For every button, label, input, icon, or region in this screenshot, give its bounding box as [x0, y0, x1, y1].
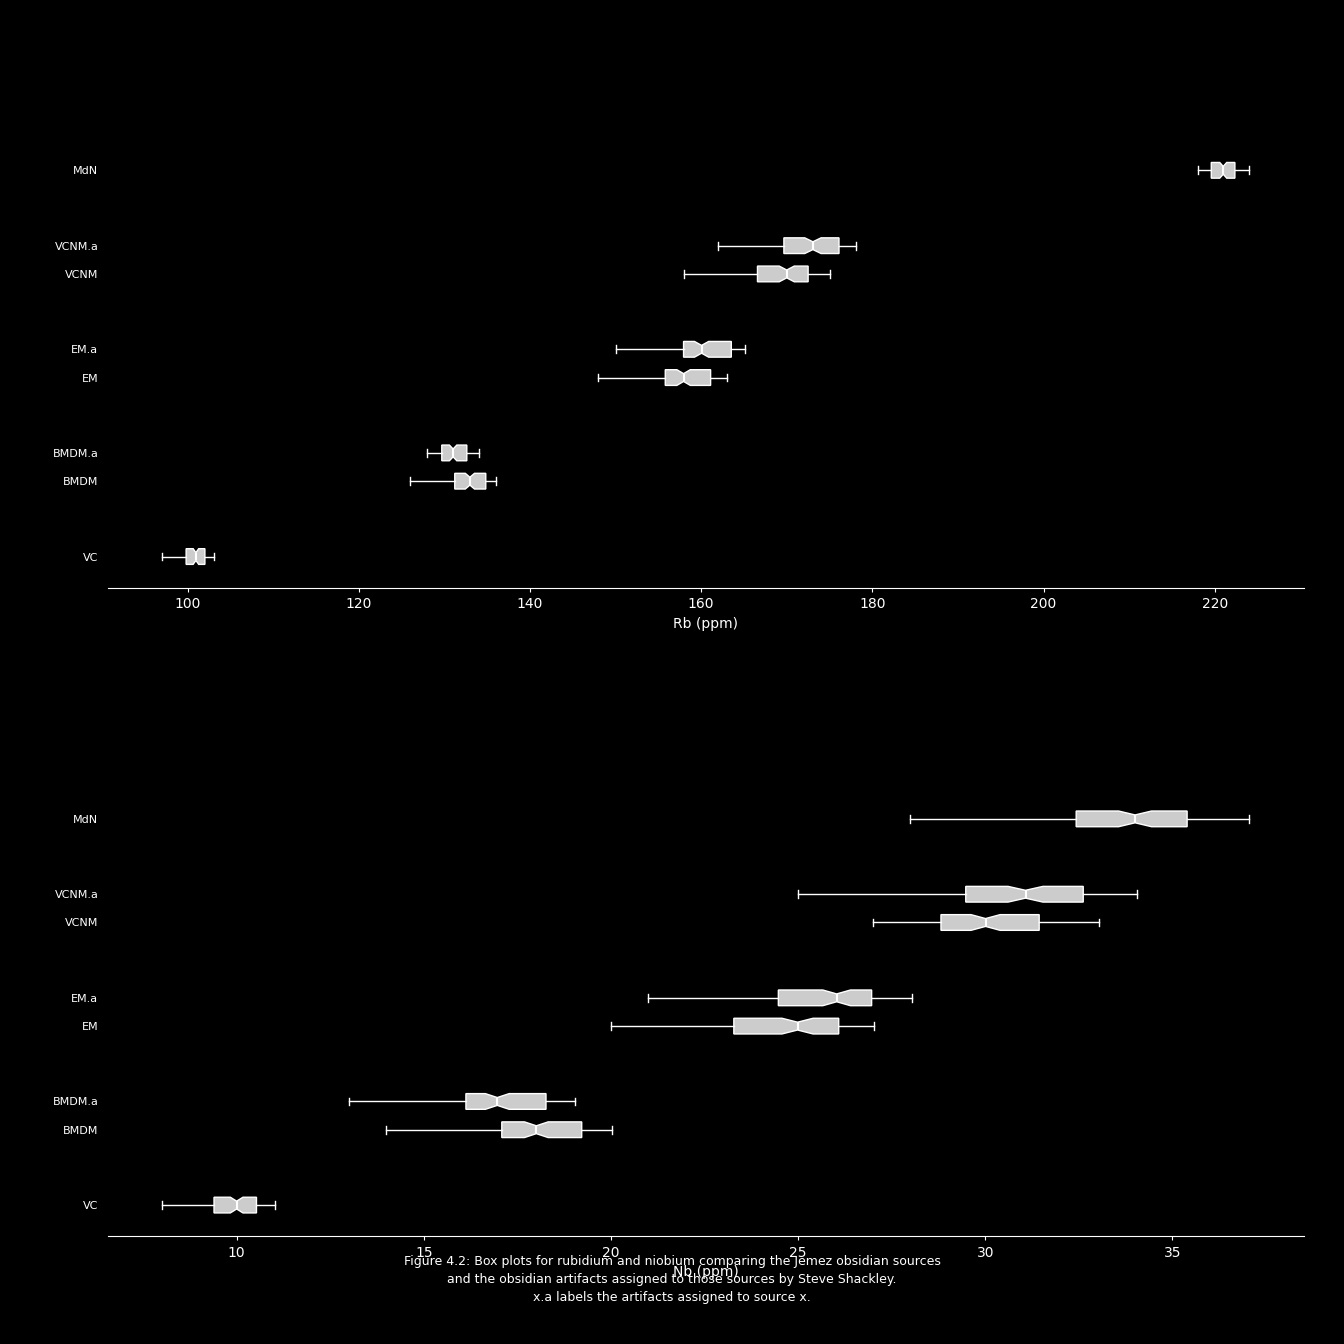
PathPatch shape	[214, 1198, 257, 1212]
PathPatch shape	[734, 1019, 839, 1034]
PathPatch shape	[466, 1094, 546, 1109]
PathPatch shape	[665, 370, 711, 386]
PathPatch shape	[442, 445, 466, 461]
PathPatch shape	[758, 266, 808, 282]
PathPatch shape	[784, 238, 839, 254]
PathPatch shape	[778, 991, 872, 1005]
PathPatch shape	[1077, 810, 1187, 827]
PathPatch shape	[1211, 163, 1235, 179]
PathPatch shape	[501, 1122, 582, 1137]
PathPatch shape	[185, 548, 204, 564]
X-axis label: Rb (ppm): Rb (ppm)	[673, 617, 738, 630]
PathPatch shape	[966, 887, 1083, 902]
PathPatch shape	[684, 341, 731, 358]
PathPatch shape	[454, 473, 485, 489]
Text: Figure 4.2: Box plots for rubidium and niobium comparing the Jemez obsidian sour: Figure 4.2: Box plots for rubidium and n…	[403, 1255, 941, 1304]
PathPatch shape	[941, 915, 1039, 930]
X-axis label: Nb (ppm): Nb (ppm)	[673, 1265, 738, 1279]
